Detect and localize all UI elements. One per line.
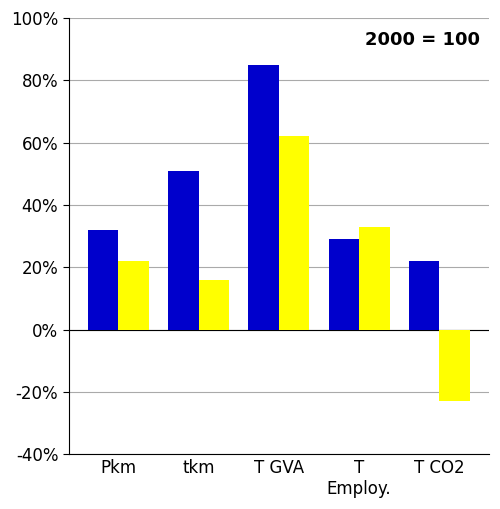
Bar <box>279 136 310 330</box>
Text: 2000 = 100: 2000 = 100 <box>366 31 480 49</box>
Bar <box>88 230 118 330</box>
Bar <box>359 227 390 330</box>
Bar <box>168 171 198 330</box>
Bar <box>328 239 359 330</box>
Bar <box>248 65 279 330</box>
Bar <box>198 280 229 330</box>
Bar <box>118 261 149 330</box>
Bar <box>440 330 470 401</box>
Bar <box>409 261 440 330</box>
